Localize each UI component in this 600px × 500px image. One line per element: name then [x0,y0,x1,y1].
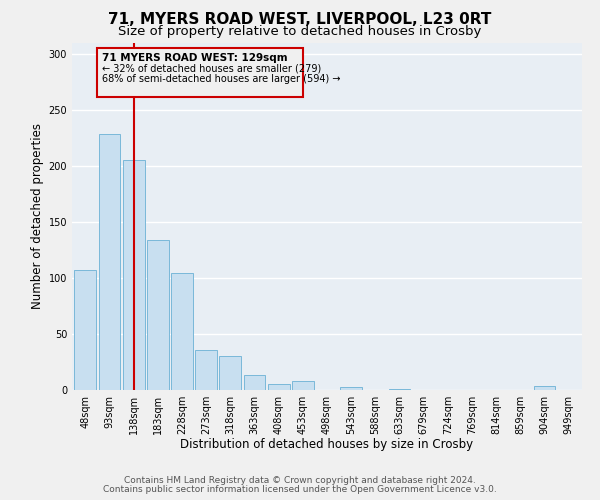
Text: Size of property relative to detached houses in Crosby: Size of property relative to detached ho… [118,25,482,38]
Bar [533,386,556,390]
X-axis label: Distribution of detached houses by size in Crosby: Distribution of detached houses by size … [181,438,473,452]
Bar [389,389,410,390]
Bar [171,274,193,390]
Text: 71, MYERS ROAD WEST, LIVERPOOL, L23 0RT: 71, MYERS ROAD WEST, LIVERPOOL, L23 0RT [109,12,491,28]
Bar [195,350,217,390]
Bar [268,384,290,390]
FancyBboxPatch shape [97,48,303,98]
Bar [98,134,121,390]
Text: 71 MYERS ROAD WEST: 129sqm: 71 MYERS ROAD WEST: 129sqm [102,52,287,62]
Bar [147,240,169,390]
Bar [340,386,362,390]
Text: Contains public sector information licensed under the Open Government Licence v3: Contains public sector information licen… [103,485,497,494]
Text: 68% of semi-detached houses are larger (594) →: 68% of semi-detached houses are larger (… [102,74,340,84]
Y-axis label: Number of detached properties: Number of detached properties [31,123,44,309]
Bar [220,356,241,390]
Bar [123,160,145,390]
Text: ← 32% of detached houses are smaller (279): ← 32% of detached houses are smaller (27… [102,63,321,73]
Bar [244,376,265,390]
Text: Contains HM Land Registry data © Crown copyright and database right 2024.: Contains HM Land Registry data © Crown c… [124,476,476,485]
Bar [74,270,96,390]
Bar [292,381,314,390]
